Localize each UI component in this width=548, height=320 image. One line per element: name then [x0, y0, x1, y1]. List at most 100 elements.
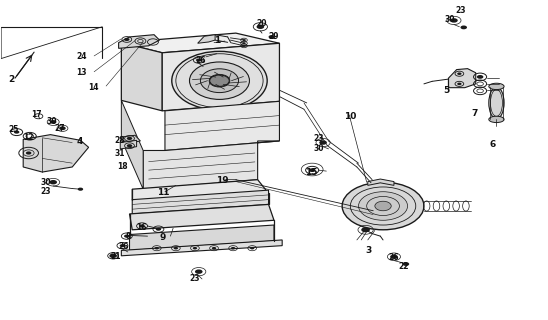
Polygon shape [143, 141, 279, 189]
Ellipse shape [172, 51, 267, 110]
Text: 2: 2 [8, 75, 14, 84]
Circle shape [250, 247, 254, 250]
Circle shape [210, 75, 229, 86]
Circle shape [50, 120, 56, 124]
Text: 17: 17 [31, 109, 42, 118]
Circle shape [457, 72, 461, 75]
Circle shape [196, 59, 202, 62]
Text: 28: 28 [115, 136, 125, 146]
Text: 25: 25 [8, 125, 19, 134]
Text: 8: 8 [125, 232, 131, 241]
Polygon shape [198, 35, 215, 43]
Circle shape [155, 247, 159, 250]
Circle shape [309, 168, 316, 172]
Text: 30: 30 [313, 144, 324, 153]
Text: 11: 11 [157, 188, 169, 197]
Text: 4: 4 [77, 137, 83, 146]
Text: 15: 15 [305, 168, 318, 177]
Circle shape [361, 227, 370, 232]
Text: 16: 16 [136, 223, 147, 232]
Circle shape [127, 137, 132, 140]
Polygon shape [165, 101, 279, 150]
Circle shape [231, 247, 235, 250]
Text: 19: 19 [216, 176, 229, 185]
Text: 12: 12 [23, 133, 33, 142]
Polygon shape [129, 204, 274, 230]
Ellipse shape [201, 69, 238, 92]
Circle shape [256, 25, 264, 29]
Circle shape [110, 253, 117, 258]
Text: 29: 29 [269, 32, 279, 41]
Text: 30: 30 [46, 117, 56, 126]
Circle shape [49, 180, 57, 184]
Polygon shape [120, 135, 140, 143]
Circle shape [124, 235, 129, 238]
Ellipse shape [190, 62, 249, 100]
Circle shape [156, 228, 161, 231]
Polygon shape [121, 240, 282, 256]
Text: 5: 5 [443, 86, 449, 95]
Text: 23: 23 [455, 6, 465, 15]
Circle shape [78, 188, 83, 191]
Text: 20: 20 [256, 19, 267, 28]
Circle shape [193, 247, 197, 250]
Text: 26: 26 [195, 56, 206, 65]
Text: 13: 13 [77, 68, 87, 77]
Text: 31: 31 [115, 148, 125, 157]
Ellipse shape [489, 87, 504, 119]
Circle shape [342, 182, 424, 230]
Polygon shape [121, 100, 143, 189]
Text: 24: 24 [77, 52, 87, 61]
Text: 6: 6 [489, 140, 495, 149]
Circle shape [174, 247, 178, 250]
Text: 30: 30 [444, 15, 455, 24]
Circle shape [139, 224, 145, 228]
Text: 10: 10 [344, 112, 356, 121]
Circle shape [460, 26, 467, 29]
Text: 23: 23 [313, 134, 324, 143]
Polygon shape [121, 33, 279, 53]
Circle shape [26, 151, 31, 155]
Circle shape [119, 244, 125, 247]
Circle shape [269, 35, 275, 39]
Text: 9: 9 [159, 233, 166, 242]
Circle shape [457, 83, 461, 85]
Circle shape [477, 75, 483, 79]
Text: 1: 1 [214, 36, 220, 44]
Text: 30: 30 [41, 178, 51, 187]
Text: 3: 3 [366, 246, 372, 255]
Text: 21: 21 [111, 252, 121, 261]
Text: 26: 26 [389, 253, 399, 262]
Text: 14: 14 [89, 83, 99, 92]
Circle shape [212, 247, 216, 250]
Text: 23: 23 [190, 274, 200, 283]
Circle shape [450, 18, 458, 23]
Polygon shape [162, 43, 279, 111]
Circle shape [195, 269, 203, 274]
Circle shape [390, 254, 398, 259]
Polygon shape [120, 140, 136, 149]
Circle shape [124, 38, 129, 41]
Polygon shape [448, 69, 476, 88]
Circle shape [127, 144, 132, 147]
Polygon shape [118, 35, 159, 48]
Circle shape [59, 126, 66, 130]
Ellipse shape [489, 83, 504, 90]
Text: 26: 26 [118, 242, 129, 251]
Circle shape [319, 140, 327, 145]
Text: 18: 18 [117, 162, 128, 171]
Polygon shape [129, 225, 274, 251]
Circle shape [375, 201, 391, 211]
Polygon shape [23, 135, 89, 172]
Ellipse shape [489, 116, 504, 123]
Polygon shape [132, 190, 269, 214]
Circle shape [358, 192, 408, 220]
Polygon shape [368, 179, 394, 185]
Polygon shape [132, 180, 269, 203]
Text: 7: 7 [471, 108, 478, 117]
Text: 27: 27 [55, 124, 65, 133]
Circle shape [242, 42, 246, 44]
Circle shape [14, 131, 19, 134]
Text: 23: 23 [41, 187, 51, 196]
Text: 22: 22 [398, 262, 409, 271]
